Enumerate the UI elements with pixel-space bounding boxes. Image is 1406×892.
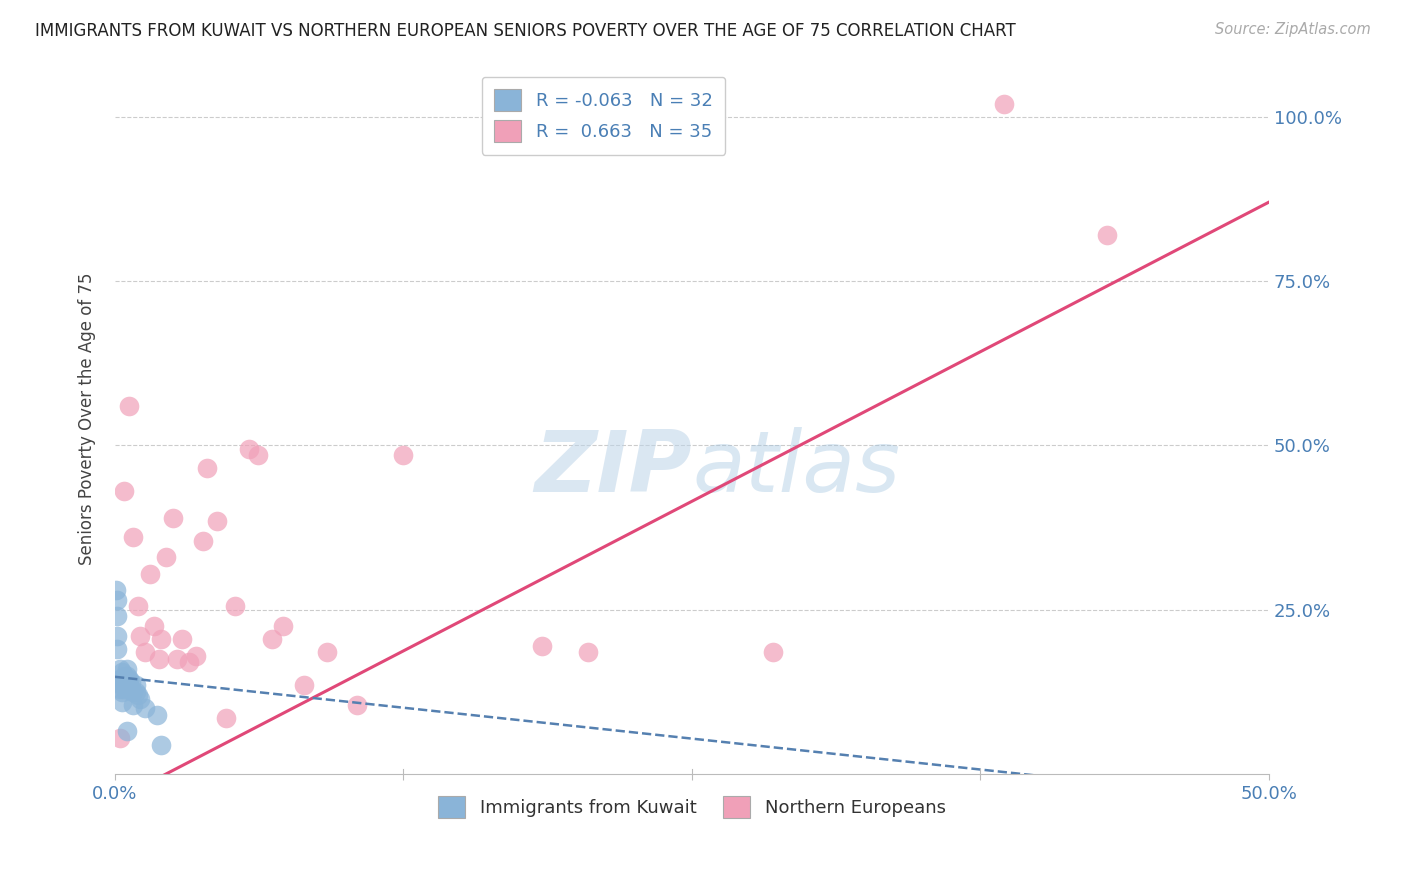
Point bbox=[145, 708, 167, 723]
Point bbox=[215, 711, 238, 725]
Point bbox=[115, 724, 138, 739]
Point bbox=[346, 698, 368, 712]
Point bbox=[224, 599, 246, 614]
Point bbox=[111, 685, 134, 699]
Point bbox=[105, 629, 128, 643]
Point bbox=[111, 672, 134, 686]
Point bbox=[125, 685, 148, 699]
Point bbox=[125, 678, 148, 692]
Point bbox=[1097, 227, 1119, 242]
Point bbox=[108, 672, 131, 686]
Point bbox=[111, 678, 134, 692]
Point bbox=[148, 652, 170, 666]
Point bbox=[762, 645, 785, 659]
Point bbox=[118, 678, 141, 692]
Text: ZIP: ZIP bbox=[534, 427, 692, 510]
Point bbox=[115, 675, 138, 690]
Point bbox=[108, 662, 131, 676]
Point bbox=[392, 448, 415, 462]
Point bbox=[166, 652, 188, 666]
Point bbox=[111, 695, 134, 709]
Point bbox=[177, 656, 200, 670]
Text: Source: ZipAtlas.com: Source: ZipAtlas.com bbox=[1215, 22, 1371, 37]
Point bbox=[115, 668, 138, 682]
Point bbox=[122, 531, 145, 545]
Point bbox=[105, 593, 128, 607]
Point bbox=[993, 96, 1015, 111]
Point bbox=[134, 645, 156, 659]
Point bbox=[105, 642, 128, 657]
Point bbox=[129, 629, 152, 643]
Y-axis label: Seniors Poverty Over the Age of 75: Seniors Poverty Over the Age of 75 bbox=[79, 273, 96, 566]
Point bbox=[260, 632, 283, 647]
Point bbox=[316, 645, 339, 659]
Point bbox=[108, 731, 131, 745]
Text: atlas: atlas bbox=[692, 427, 900, 510]
Point bbox=[118, 672, 141, 686]
Point bbox=[129, 691, 152, 706]
Point bbox=[162, 510, 184, 524]
Point bbox=[115, 662, 138, 676]
Point bbox=[105, 582, 128, 597]
Point bbox=[112, 681, 135, 696]
Point bbox=[195, 461, 218, 475]
Point bbox=[150, 632, 173, 647]
Point bbox=[105, 609, 128, 624]
Point bbox=[127, 599, 149, 614]
Point bbox=[150, 738, 173, 752]
Point bbox=[576, 645, 599, 659]
Point bbox=[273, 619, 295, 633]
Point bbox=[238, 442, 260, 456]
Text: IMMIGRANTS FROM KUWAIT VS NORTHERN EUROPEAN SENIORS POVERTY OVER THE AGE OF 75 C: IMMIGRANTS FROM KUWAIT VS NORTHERN EUROP… bbox=[35, 22, 1017, 40]
Point bbox=[108, 681, 131, 696]
Point bbox=[111, 665, 134, 680]
Point bbox=[112, 484, 135, 499]
Point bbox=[134, 701, 156, 715]
Point bbox=[170, 632, 193, 647]
Point bbox=[122, 685, 145, 699]
Point bbox=[122, 698, 145, 712]
Point bbox=[155, 550, 177, 565]
Point bbox=[143, 619, 166, 633]
Point bbox=[530, 639, 553, 653]
Point bbox=[112, 675, 135, 690]
Point bbox=[120, 675, 142, 690]
Point bbox=[127, 688, 149, 702]
Point bbox=[292, 678, 315, 692]
Point bbox=[184, 648, 207, 663]
Point bbox=[112, 668, 135, 682]
Point bbox=[118, 399, 141, 413]
Point bbox=[247, 448, 270, 462]
Point bbox=[191, 533, 214, 548]
Legend: Immigrants from Kuwait, Northern Europeans: Immigrants from Kuwait, Northern Europea… bbox=[430, 789, 953, 825]
Point bbox=[138, 566, 160, 581]
Point bbox=[205, 514, 228, 528]
